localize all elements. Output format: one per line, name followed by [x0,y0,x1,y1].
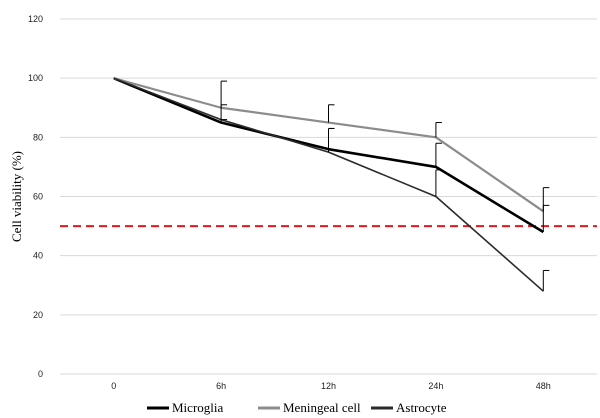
legend-label: Microglia [172,400,223,415]
error-bar-meningeal-cell [328,104,335,123]
legend-item-astrocyte: Astrocyte [371,400,447,415]
y-axis-ticks: 0 20 40 60 80 100 120 [28,14,43,379]
y-tick-label: 0 [38,369,43,379]
legend: Microglia Meningeal cell Astrocyte [147,400,447,415]
error-bar-astrocyte [435,169,442,197]
error-bar-astrocyte [220,104,228,120]
error-bar-meningeal-cell [542,187,550,212]
y-tick-label: 100 [28,73,43,83]
error-bar-astrocyte [328,127,335,153]
y-axis-label: Cell viability (%) [9,151,24,242]
series-line-microglia [113,76,544,234]
error-bar-meningeal-cell [220,80,228,108]
error-bar-microglia [328,127,335,150]
y-tick-label: 60 [33,192,43,202]
y-tick-label: 20 [33,310,43,320]
error-bar-microglia [220,119,228,123]
error-bar-microglia [435,142,442,167]
x-tick-label: 48h [536,381,551,391]
gridlines [60,18,597,316]
legend-label: Meningeal cell [283,400,361,415]
legend-label: Astrocyte [396,400,447,415]
x-tick-label: 24h [428,381,443,391]
x-axis-ticks: 0 6h 12h 24h 48h [111,381,551,391]
error-bars [220,80,550,292]
y-tick-label: 120 [28,14,43,24]
legend-item-microglia: Microglia [147,400,223,415]
error-bar-meningeal-cell [435,122,442,138]
legend-item-meningeal-cell: Meningeal cell [258,400,361,415]
x-tick-label: 0 [111,381,116,391]
y-tick-label: 80 [33,132,43,142]
x-tick-label: 12h [321,381,336,391]
error-bar-astrocyte [542,269,550,292]
y-tick-label: 40 [33,251,43,261]
x-tick-label: 6h [216,381,226,391]
error-bar-microglia [542,204,550,232]
